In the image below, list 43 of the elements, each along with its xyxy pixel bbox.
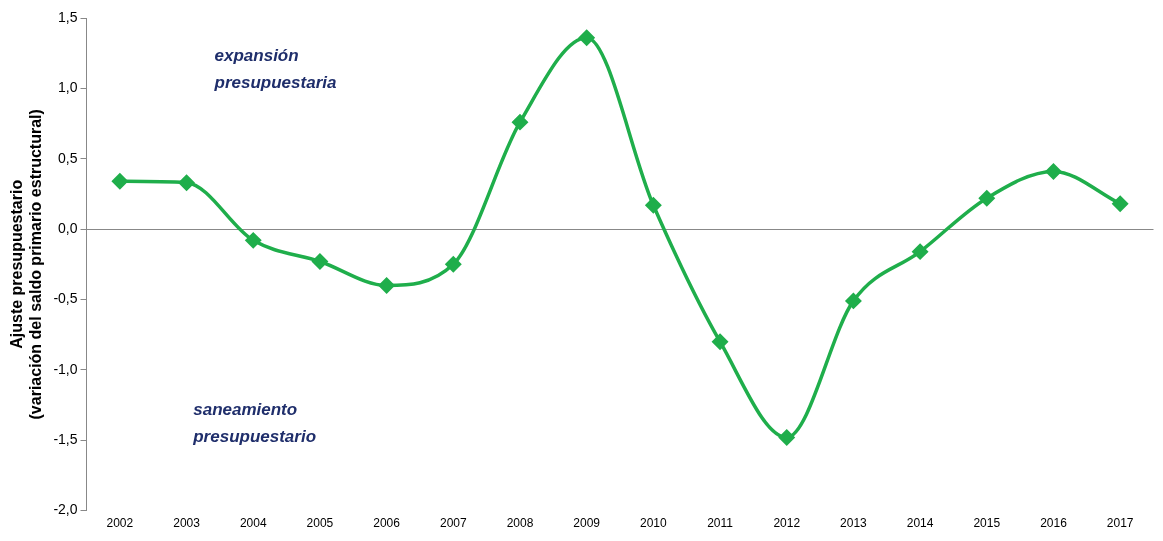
x-tick-label: 2015: [973, 516, 1001, 531]
point: [112, 173, 128, 190]
x-tick-label: 2005: [306, 516, 334, 531]
x-tick-label: 2002: [106, 516, 134, 531]
y-tick-label: -1,5: [53, 431, 78, 448]
y-tick-label: 1,0: [58, 79, 78, 96]
point: [912, 243, 928, 260]
point: [378, 277, 395, 294]
y-tick-label: -1,0: [53, 360, 78, 377]
x-tick-label: 2017: [1106, 516, 1134, 531]
x-tick-label: 2010: [640, 516, 668, 531]
y-tick-label: 1,5: [58, 8, 78, 25]
x-tick-label: 2006: [373, 516, 401, 531]
point: [245, 232, 261, 249]
x-tick-label: 2003: [173, 516, 201, 531]
y-tick-label: 0,5: [58, 149, 78, 166]
point: [645, 197, 662, 213]
y-tick-label: -0,5: [53, 290, 78, 307]
y-axis-title: Ajuste presupuestario (variación del saldo primario estructural): [8, 109, 45, 420]
point: [979, 190, 995, 206]
x-tick-label: 2014: [906, 516, 934, 531]
point: [1112, 196, 1128, 212]
x-tick-label: 2007: [439, 516, 467, 531]
y-tick-label: 0,0: [58, 219, 78, 236]
point: [578, 29, 595, 46]
annotation: expansión presupuestaria: [213, 45, 337, 92]
y-tick-label: -2,0: [53, 501, 78, 518]
x-tick-label: 2011: [707, 516, 734, 531]
x-tick-label: 2016: [1040, 516, 1068, 531]
x-tick-label: 2012: [773, 516, 801, 531]
point: [312, 253, 328, 270]
x-tick-label: 2004: [239, 516, 267, 531]
x-tick-label: 2008: [506, 516, 534, 531]
x-tick-label: 2009: [573, 516, 601, 531]
point: [712, 333, 728, 350]
point: [845, 293, 862, 309]
point: [512, 114, 528, 130]
point: [778, 429, 795, 446]
point: [445, 256, 462, 273]
point: [1045, 163, 1062, 180]
annotation: saneamiento presupuestario: [192, 400, 317, 447]
x-tick-label: 2013: [840, 516, 868, 531]
point: [178, 174, 195, 191]
